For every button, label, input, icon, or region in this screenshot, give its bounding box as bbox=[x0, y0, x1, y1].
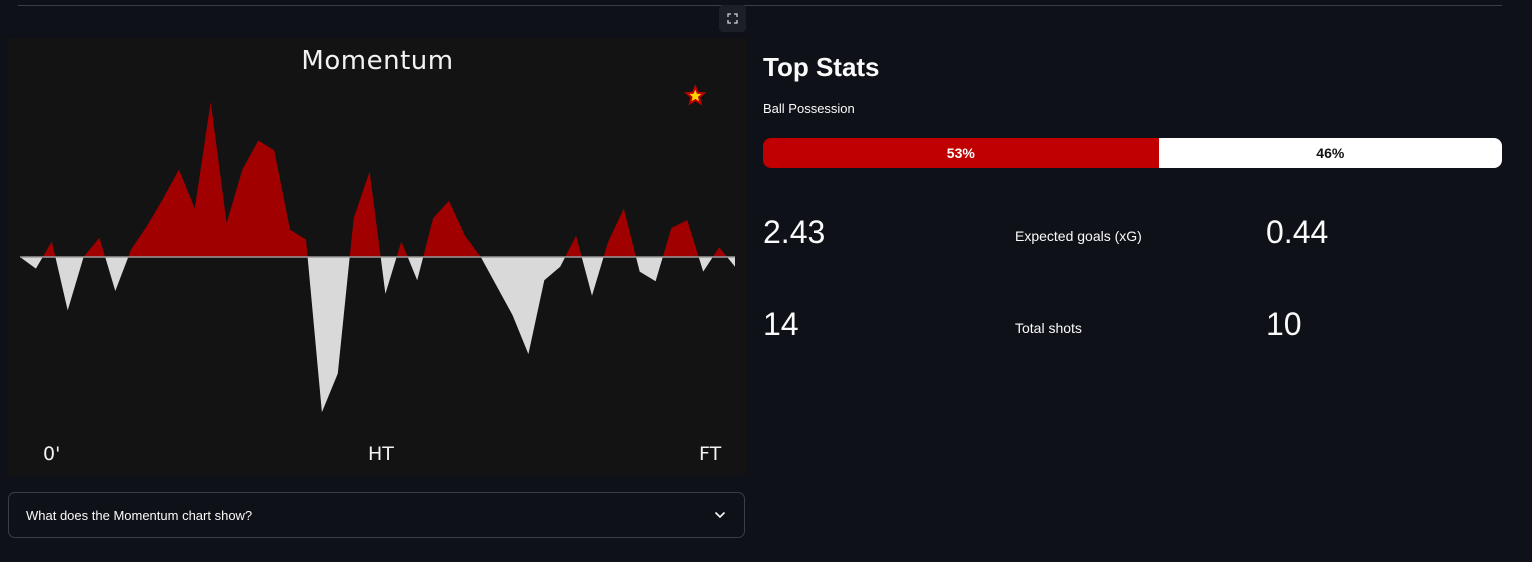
stat-home-value: 14 bbox=[763, 306, 799, 342]
chevron-down-icon bbox=[714, 511, 726, 519]
stat-name: Total shots bbox=[1015, 320, 1082, 336]
goal-star-icon bbox=[684, 84, 707, 106]
chart-title: Momentum bbox=[301, 46, 454, 76]
possession-label: Ball Possession bbox=[763, 101, 855, 116]
momentum-plot bbox=[20, 84, 735, 413]
x-tick-start: 0' bbox=[43, 443, 61, 465]
x-tick-full-time: FT bbox=[699, 443, 722, 465]
momentum-help-expander[interactable]: What does the Momentum chart show? bbox=[8, 492, 745, 538]
stat-home-value: 2.43 bbox=[763, 214, 826, 250]
home-momentum-area bbox=[20, 101, 735, 257]
away-momentum-area bbox=[20, 257, 735, 413]
fullscreen-button[interactable] bbox=[719, 5, 746, 32]
stat-name: Expected goals (xG) bbox=[1015, 228, 1142, 244]
stat-away-value: 10 bbox=[1266, 306, 1302, 342]
momentum-chart: Momentum 0' HT FT bbox=[8, 38, 747, 475]
expander-label: What does the Momentum chart show? bbox=[26, 507, 253, 523]
expand-icon bbox=[727, 13, 738, 24]
stat-away-value: 0.44 bbox=[1266, 214, 1329, 250]
x-tick-half-time: HT bbox=[368, 443, 394, 465]
possession-bar: 53% 46% bbox=[763, 138, 1502, 168]
stats-title: Top Stats bbox=[763, 52, 880, 82]
top-divider bbox=[18, 5, 1502, 6]
possession-away: 46% bbox=[1158, 138, 1502, 168]
possession-home: 53% bbox=[763, 138, 1159, 168]
